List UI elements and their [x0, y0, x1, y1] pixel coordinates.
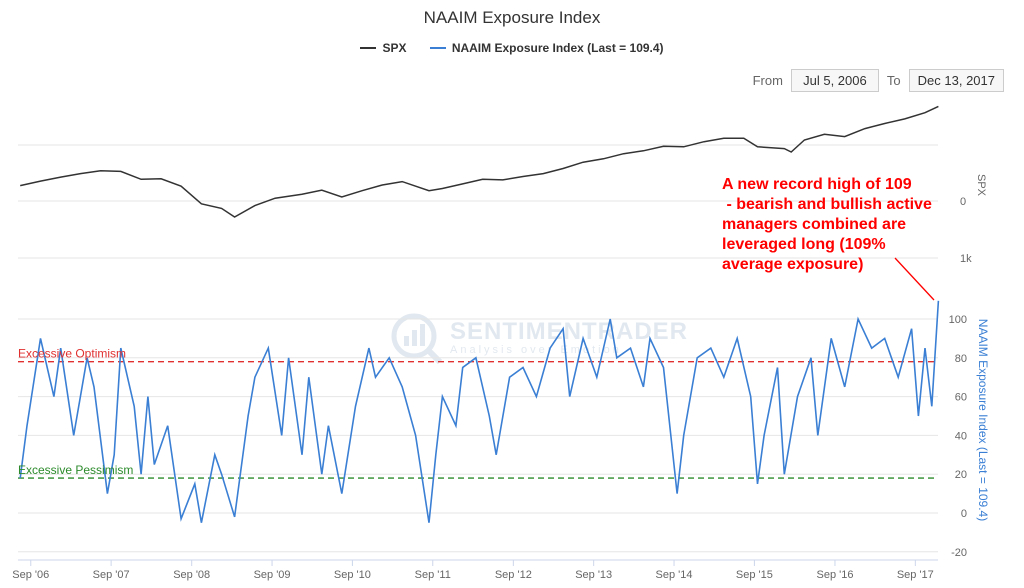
watermark-logo-icon	[391, 313, 443, 365]
reference-line-label: Excessive Optimism	[18, 347, 126, 361]
legend: SPX NAAIM Exposure Index (Last = 109.4)	[0, 38, 1024, 55]
x-tick-label: Sep '13	[575, 569, 612, 581]
x-tick-label: Sep '12	[495, 569, 532, 581]
legend-label-spx: SPX	[382, 41, 407, 55]
range-from-input[interactable]: Jul 5, 2006	[790, 69, 879, 92]
spx-tick-label: 0	[960, 196, 966, 208]
range-to-label: To	[886, 73, 901, 88]
naaim-series-line	[19, 300, 940, 523]
reference-line-label: Excessive Pessimism	[18, 463, 133, 477]
naaim-tick-label: 20	[955, 469, 967, 481]
x-tick-label: Sep '07	[93, 569, 130, 581]
spx-tick-label: 1k	[960, 253, 972, 265]
chart-title: NAAIM Exposure Index	[423, 8, 601, 27]
range-from-label: From	[752, 73, 783, 88]
watermark-sub: Analysis over Emotion	[450, 344, 622, 356]
record-high-annotation: A new record high of 109 - bearish and b…	[722, 176, 932, 273]
legend-swatch-spx	[360, 47, 377, 49]
x-tick-label: Sep '14	[656, 569, 693, 581]
naaim-tick-label: 40	[955, 430, 967, 442]
x-tick-label: Sep '17	[897, 569, 934, 581]
spx-series-line	[20, 105, 939, 218]
x-tick-label: Sep '16	[816, 569, 853, 581]
watermark-name: SENTIMENTRADER	[450, 318, 689, 345]
x-tick-label: Sep '11	[415, 569, 451, 581]
spx-axis-title: SPX	[975, 174, 987, 197]
naaim-tick-label: 100	[949, 314, 967, 326]
naaim-tick-label: 60	[955, 392, 967, 404]
x-tick-label: Sep '08	[173, 569, 210, 581]
range-selector: From Jul 5, 2006 To Dec 13, 2017	[745, 69, 1004, 92]
naaim-tick-label: 0	[961, 508, 967, 520]
x-tick-label: Sep '10	[334, 569, 371, 581]
watermark: SENTIMENTRADER Analysis over Emotion	[388, 310, 688, 366]
range-to-input[interactable]: Dec 13, 2017	[908, 69, 1004, 92]
x-tick-label: Sep '15	[736, 569, 773, 581]
legend-label-naaim: NAAIM Exposure Index (Last = 109.4)	[451, 41, 664, 55]
legend-swatch-naaim	[429, 47, 446, 49]
x-tick-label: Sep '09	[254, 569, 291, 581]
naaim-tick-label: 80	[955, 353, 967, 365]
naaim-tick-label: -20	[951, 547, 967, 559]
x-tick-label: Sep '06	[12, 569, 49, 581]
legend-item-naaim[interactable]: NAAIM Exposure Index (Last = 109.4)	[429, 41, 664, 55]
legend-item-spx[interactable]: SPX	[360, 41, 406, 55]
naaim-axis-title: NAAIM Exposure Index (Last = 109.4)	[976, 319, 990, 521]
